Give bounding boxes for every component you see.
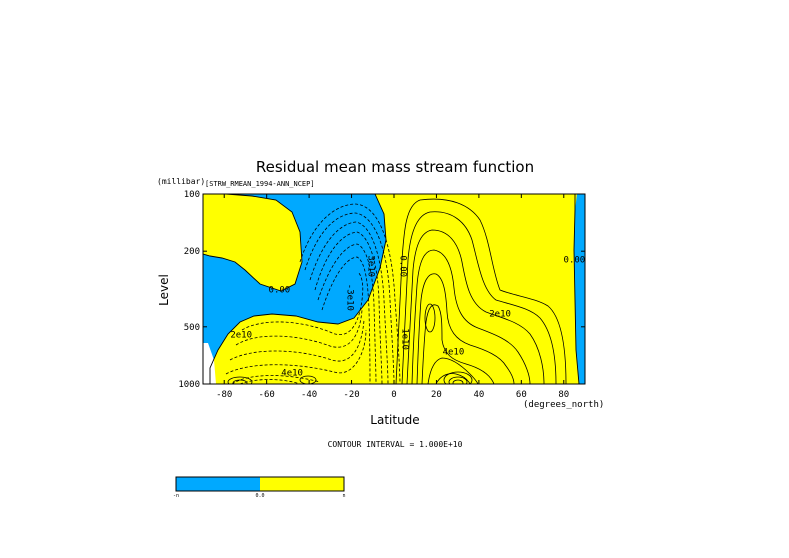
x-axis-title: Latitude [370,413,419,427]
y-axis-title: Level [157,274,171,306]
x-tick-label: -60 [259,390,275,400]
contour-label: 1e10 [399,328,409,350]
positive-region-main [210,194,585,384]
contour-label: 0.00 [397,255,407,277]
x-tick-label: -40 [301,390,317,400]
x-tick-label: -20 [343,390,359,400]
y-tick-label: 500 [184,323,200,333]
colorbar-negative [176,477,260,491]
y-tick-label: 100 [184,190,200,200]
positive-region-sh-upper [203,194,302,291]
colorbar-frame [175,476,345,492]
x-tick-label: 40 [473,390,484,400]
negative-region-np [574,194,585,384]
x-tick-label: 0 [391,390,396,400]
contour-interval-label: CONTOUR INTERVAL = 1.000E+10 [328,440,463,449]
colorbar-max-label: n [342,493,345,499]
positive-contours [227,198,567,384]
missing-data-patch [203,343,216,384]
contour-label: -3e10 [344,284,354,311]
contour-fill [203,194,585,384]
colorbar-min-label: -n [173,493,179,499]
contour-label: 2e10 [489,309,511,319]
contour-label: 4e10 [443,348,465,358]
colorbar-positive [260,477,344,491]
x-units-label: (degrees_north) [523,400,604,410]
negative-contours [225,203,401,384]
x-tick-label: 80 [558,390,569,400]
y-axis: 100 200 500 1000 [178,190,585,390]
y-tick-label: 1000 [178,380,200,390]
colorbar: -n 0.0 n [173,476,346,499]
y-units-label: (millibar) [157,177,205,186]
dataset-label: [STRW_RMEAN_1994-ANN_NCEP] [205,180,315,188]
contour-labels: 0.00 2e10 4e10 -3e10 3e10 0.00 2e10 4e10 1e10 0.0… [230,255,585,378]
contour-label: 0.00 [564,256,586,266]
colorbar-mid-label: 0.0 [255,493,264,499]
contour-label: 3e10 [366,255,376,277]
x-tick-label: 20 [431,390,442,400]
zero-contours [203,194,580,384]
chart-title: Residual mean mass stream function [256,158,534,176]
y-tick-label: 200 [184,247,200,257]
x-axis: -80 -60 -40 -20 0 20 40 60 80 [216,194,569,400]
contour-label: 2e10 [230,331,252,341]
x-tick-label: -80 [216,390,232,400]
contour-label: 0.00 [269,286,291,296]
contour-label: 4e10 [281,368,303,378]
x-tick-label: 60 [516,390,527,400]
